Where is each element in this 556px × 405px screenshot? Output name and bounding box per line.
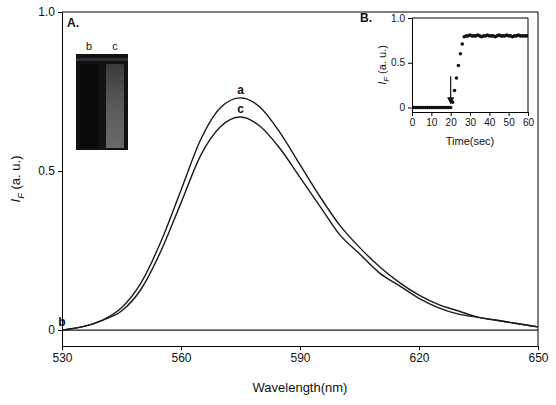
data-point xyxy=(460,42,464,46)
x-tick-label: 620 xyxy=(409,351,429,365)
figure: 53056059062065000.51.0abcA.Wavelength(nm… xyxy=(0,0,556,405)
y-tick: 0 xyxy=(399,102,412,113)
y-tick: 0.5 xyxy=(38,164,62,178)
y-tick: 0.5 xyxy=(391,57,412,68)
x-tick: 60 xyxy=(523,112,535,128)
x-tick-mark xyxy=(451,112,452,116)
y-tick-mark xyxy=(408,63,412,64)
x-tick-label: 0 xyxy=(410,117,416,128)
panel-letter: A. xyxy=(67,16,79,30)
y-axis-title: IF (a. u.) xyxy=(376,45,391,85)
x-tick-mark xyxy=(528,112,529,116)
x-tick-mark xyxy=(489,112,490,116)
y-axis: 0 0.5 1.0 xyxy=(38,5,62,346)
spectrum-line xyxy=(62,329,538,330)
gel-image: bc xyxy=(76,40,128,150)
panel-letter: B. xyxy=(360,11,372,25)
gel-lane xyxy=(80,64,98,148)
x-tick-mark xyxy=(412,112,413,116)
y-axis: 0 0.5 1.0 xyxy=(391,13,412,114)
x-tick: 590 xyxy=(290,346,310,365)
x-tick: 20 xyxy=(446,112,458,128)
y-tick-mark xyxy=(408,108,412,109)
x-tick: 560 xyxy=(171,346,191,365)
y-tick-mark xyxy=(408,18,412,19)
plot-frame xyxy=(62,12,538,346)
data-point xyxy=(455,76,459,80)
y-tick-mark xyxy=(58,12,62,13)
panel-b: 0 10 20 30 40 50 60 0 0.5 1.0 B. Time(sec) IF (a. u.… xyxy=(355,11,535,151)
y-tick-label: 1.0 xyxy=(391,13,405,24)
plot-area xyxy=(412,33,528,109)
lane-label: c xyxy=(112,40,118,52)
event-arrow xyxy=(450,76,451,103)
y-tick-mark xyxy=(58,330,62,331)
data-point xyxy=(459,52,463,56)
data-point xyxy=(457,64,461,68)
y-tick-label: 0.5 xyxy=(391,57,405,68)
y-tick-label: 1.0 xyxy=(38,5,55,19)
x-tick: 40 xyxy=(484,112,496,128)
x-tick-label: 50 xyxy=(504,117,516,128)
y-tick-label: 0 xyxy=(399,102,405,113)
gel-lane xyxy=(106,64,124,148)
x-tick-label: 40 xyxy=(484,117,496,128)
plot-frame xyxy=(412,18,528,112)
gel-well xyxy=(76,58,128,61)
x-tick-mark xyxy=(62,346,63,350)
x-tick: 50 xyxy=(504,112,516,128)
y-tick-mark xyxy=(58,171,62,172)
x-tick: 650 xyxy=(528,346,548,365)
x-tick-mark xyxy=(181,346,182,350)
y-tick-label: 0 xyxy=(48,323,55,337)
lane-label: b xyxy=(86,40,92,52)
x-tick: 620 xyxy=(409,346,429,365)
x-tick-label: 650 xyxy=(528,351,548,365)
data-point xyxy=(453,89,457,93)
x-tick-label: 590 xyxy=(290,351,310,365)
x-axis: 530 560 590 620 650 xyxy=(52,346,548,365)
x-tick: 530 xyxy=(52,346,72,365)
x-axis-title: Wavelength(nm) xyxy=(253,380,348,395)
curve-label: c xyxy=(237,102,244,116)
y-axis-line xyxy=(412,19,413,113)
data-point xyxy=(449,106,453,110)
y-tick: 1.0 xyxy=(391,13,412,24)
x-tick-label: 10 xyxy=(426,117,438,128)
panel-a: 53056059062065000.51.0abcA.Wavelength(nm… xyxy=(8,5,549,395)
x-tick: 0 xyxy=(410,112,416,128)
x-tick-mark xyxy=(538,346,539,350)
x-tick-mark xyxy=(300,346,301,350)
data-point xyxy=(451,100,455,104)
x-tick-mark xyxy=(509,112,510,116)
x-tick-label: 60 xyxy=(523,117,535,128)
x-tick-label: 530 xyxy=(52,351,72,365)
y-tick: 1.0 xyxy=(38,5,62,19)
x-tick-label: 20 xyxy=(446,117,458,128)
x-tick-mark xyxy=(470,112,471,116)
gel-background xyxy=(76,54,128,150)
x-tick-mark xyxy=(419,346,420,350)
x-axis-title: Time(sec) xyxy=(446,135,494,147)
x-axis: 0 10 20 30 40 50 60 xyxy=(410,112,535,128)
curve-label: a xyxy=(237,83,244,97)
y-tick-label: 0.5 xyxy=(38,164,55,178)
inset-background xyxy=(355,13,535,151)
x-tick: 10 xyxy=(426,112,438,128)
x-tick-label: 30 xyxy=(465,117,477,128)
data-point xyxy=(526,34,528,38)
x-tick: 30 xyxy=(465,112,477,128)
x-tick-mark xyxy=(431,112,432,116)
curve-label: b xyxy=(58,315,65,329)
x-tick-label: 560 xyxy=(171,351,191,365)
y-axis-title: IF (a. u.) xyxy=(8,156,26,203)
y-axis-line xyxy=(62,13,63,347)
